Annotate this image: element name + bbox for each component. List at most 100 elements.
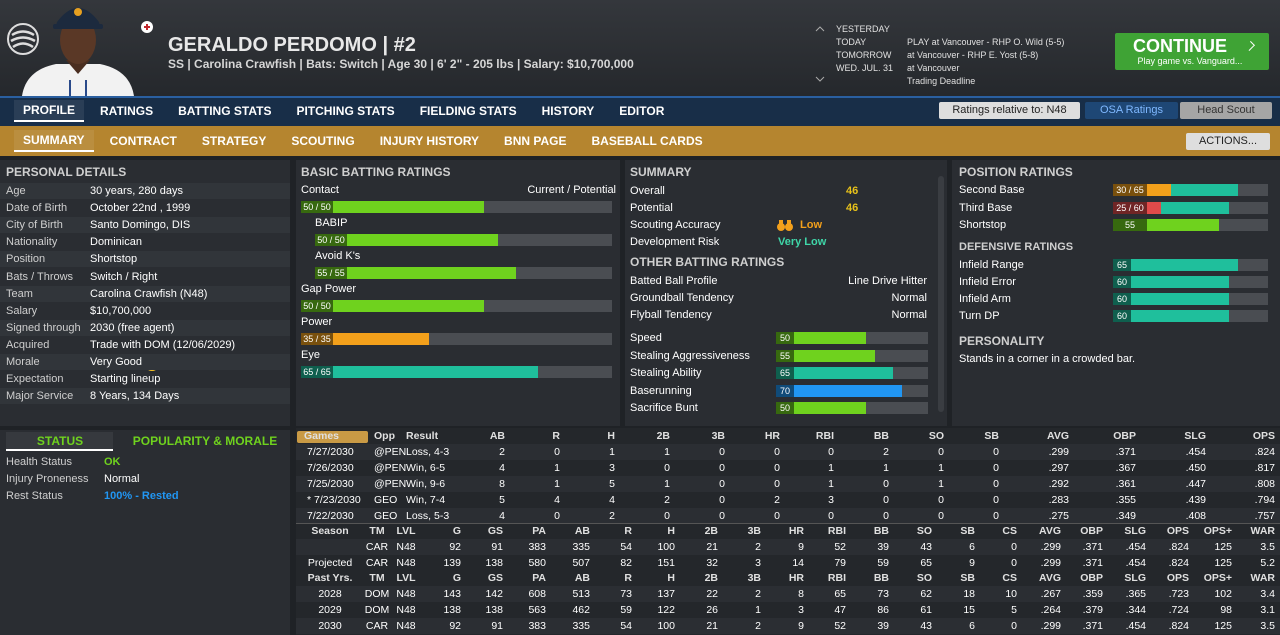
table-row	[296, 586, 1280, 602]
past-cell: 462	[572, 604, 590, 616]
scrollbar[interactable]	[938, 176, 944, 412]
past-cell: .724	[1168, 604, 1189, 616]
continue-label[interactable]: CONTINUE	[1133, 36, 1227, 56]
continue-sublabel[interactable]: Play game vs. Vanguard...	[1137, 56, 1243, 66]
nav-tab[interactable]: RATINGS	[100, 104, 154, 118]
season-column-header: TM	[369, 525, 385, 537]
game-cell: 0	[774, 510, 780, 522]
sub-tab[interactable]: BASEBALL CARDS	[591, 134, 703, 148]
bar-label: 55	[776, 349, 794, 362]
games-dropdown[interactable]	[297, 431, 368, 443]
bar-label: 60	[1113, 310, 1131, 322]
table-row	[296, 444, 1280, 460]
section-title: OTHER BATTING RATINGS	[630, 255, 785, 269]
game-cell: @PEN	[374, 478, 407, 490]
table-row	[296, 539, 1280, 555]
actions-button[interactable]: ACTIONS...	[1186, 133, 1270, 150]
game-cell: 0	[554, 510, 560, 522]
sub-tab[interactable]: SCOUTING	[291, 134, 355, 148]
past-column-header: LVL	[396, 572, 416, 584]
sub-tab[interactable]: INJURY HISTORY	[379, 134, 480, 148]
season-cell: 580	[528, 557, 546, 569]
detail-row	[0, 336, 290, 353]
season-column-header: 2B	[704, 525, 718, 537]
detail-label: Date of Birth	[6, 202, 68, 215]
status-label: Injury Proneness	[6, 473, 89, 485]
status-label: Rest Status	[6, 490, 63, 502]
past-column-header: AB	[574, 572, 590, 584]
season-column-header: H	[667, 525, 675, 537]
osa-button[interactable]: OSA Ratings	[1085, 102, 1178, 119]
game-column-header: RBI	[815, 430, 834, 442]
game-column-header: BB	[873, 430, 889, 442]
game-cell: 3	[828, 494, 834, 506]
summary-value: 46	[846, 202, 859, 214]
status-tab-active[interactable]	[6, 432, 113, 451]
detail-value: 8 Years, 134 Days	[90, 390, 180, 403]
schedule-arrows[interactable]	[814, 24, 826, 86]
status-tab[interactable]: STATUS	[36, 434, 84, 448]
nav-tab[interactable]: PITCHING STATS	[296, 104, 395, 118]
game-cell: Loss, 5-3	[406, 510, 450, 522]
game-cell: 7/25/2030	[307, 478, 354, 490]
nav-tab[interactable]: HISTORY	[541, 104, 595, 118]
season-cell: 32	[706, 557, 718, 569]
table-row	[296, 618, 1280, 634]
season-cell: .371	[1082, 541, 1103, 553]
game-cell: .439	[1185, 494, 1206, 506]
game-cell: 0	[774, 478, 780, 490]
game-cell: 1	[938, 462, 944, 474]
season-cell: 39	[877, 541, 889, 553]
season-column-header: WAR	[1250, 525, 1276, 537]
sub-tab[interactable]: BNN PAGE	[504, 134, 567, 148]
summary-panel	[625, 160, 947, 426]
past-column-header: H	[667, 572, 675, 584]
past-column-header: SO	[916, 572, 932, 584]
detail-label: Major Service	[6, 390, 74, 403]
bar-label: 35 / 35	[301, 333, 333, 345]
past-cell: 383	[528, 620, 546, 632]
nav-tab[interactable]: BATTING STATS	[178, 104, 272, 118]
detail-value: Shortstop	[90, 253, 138, 266]
past-column-header: SB	[960, 572, 975, 584]
game-cell: 1	[609, 446, 615, 458]
season-cell: 507	[572, 557, 590, 569]
bar-fill	[1113, 259, 1239, 271]
past-cell: 2028	[318, 588, 342, 600]
past-cell: N48	[396, 588, 416, 600]
schedule-day: WED. JUL. 31	[836, 63, 894, 73]
past-cell: 3	[798, 604, 804, 616]
continue-button[interactable]	[1115, 33, 1269, 70]
detail-label: Expectation	[6, 373, 64, 386]
game-column-header: H	[607, 430, 615, 442]
past-cell: 513	[572, 588, 590, 600]
nav-tab[interactable]: PROFILE	[14, 100, 85, 122]
sub-tab[interactable]: SUMMARY	[14, 130, 94, 152]
sub-tab[interactable]: CONTRACT	[109, 134, 177, 148]
game-cell: 0	[828, 446, 834, 458]
nav-tab[interactable]: FIELDING STATS	[419, 104, 517, 118]
status-tab[interactable]: POPULARITY & MORALE	[132, 434, 278, 448]
past-cell: 22	[706, 588, 718, 600]
game-cell: .454	[1185, 446, 1206, 458]
season-cell: 14	[792, 557, 804, 569]
detail-label: Bats / Throws	[6, 270, 74, 283]
schedule-day: YESTERDAY	[836, 24, 890, 34]
sub-tab[interactable]: STRATEGY	[201, 134, 267, 148]
detail-value: October 22nd , 1999	[90, 202, 191, 215]
detail-row	[0, 200, 290, 217]
defense-name: Infield Arm	[959, 293, 1011, 305]
season-cell: 383	[528, 541, 546, 553]
game-cell: 1	[938, 478, 944, 490]
past-column-header: BB	[873, 572, 889, 584]
other-rating-name: Stealing Ability	[630, 367, 702, 379]
bar-label: 50	[776, 402, 794, 414]
scout-button[interactable]: Head Scout	[1180, 102, 1272, 119]
past-cell: 102	[1214, 588, 1232, 600]
other-rating-name: Baserunning	[630, 384, 692, 397]
game-cell: 0	[938, 494, 944, 506]
status-value: Normal	[104, 473, 140, 485]
ratings-dropdown[interactable]: Ratings relative to: N48	[939, 102, 1080, 119]
game-cell: 5	[499, 494, 505, 506]
nav-tab[interactable]: EDITOR	[619, 104, 665, 118]
